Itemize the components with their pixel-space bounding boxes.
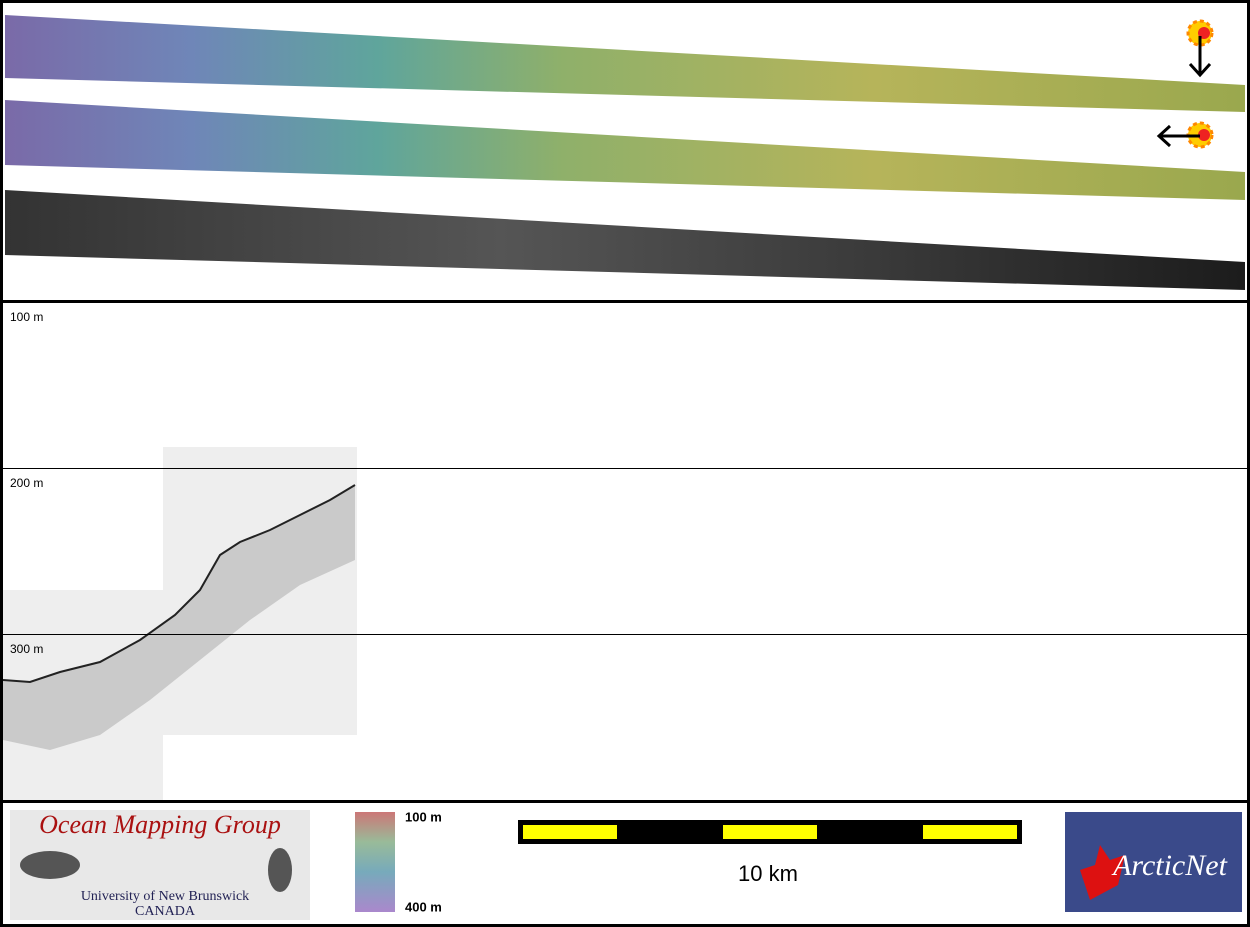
swath-backscatter [5,190,1245,290]
logo-arctic: ArcticNet [1065,812,1242,912]
scale-bar [518,820,1022,844]
profile-echo [3,485,355,750]
swath-bathymetry [5,15,1245,112]
scale-label: 10 km [738,861,798,886]
colorbar [355,812,395,912]
sun-icon [1186,19,1214,78]
colorbar-label: 100 m [405,809,442,824]
logo-omg: Ocean Mapping Group University of New Br… [10,810,310,920]
colorbar-label: 400 m [405,899,442,914]
logo-title: ArcticNet [1111,849,1228,882]
depth-label: 300 m [10,642,43,656]
logo-text: University of New Brunswick [81,889,249,904]
swath-bathymetry-2 [5,100,1245,200]
sun-icon-2 [1156,121,1214,149]
depth-label: 200 m [10,476,43,490]
depth-label: 100 m [10,310,43,324]
seafloor-trace [2,484,356,684]
logo-title: Ocean Mapping Group [39,810,281,839]
logo-text: CANADA [135,904,196,919]
